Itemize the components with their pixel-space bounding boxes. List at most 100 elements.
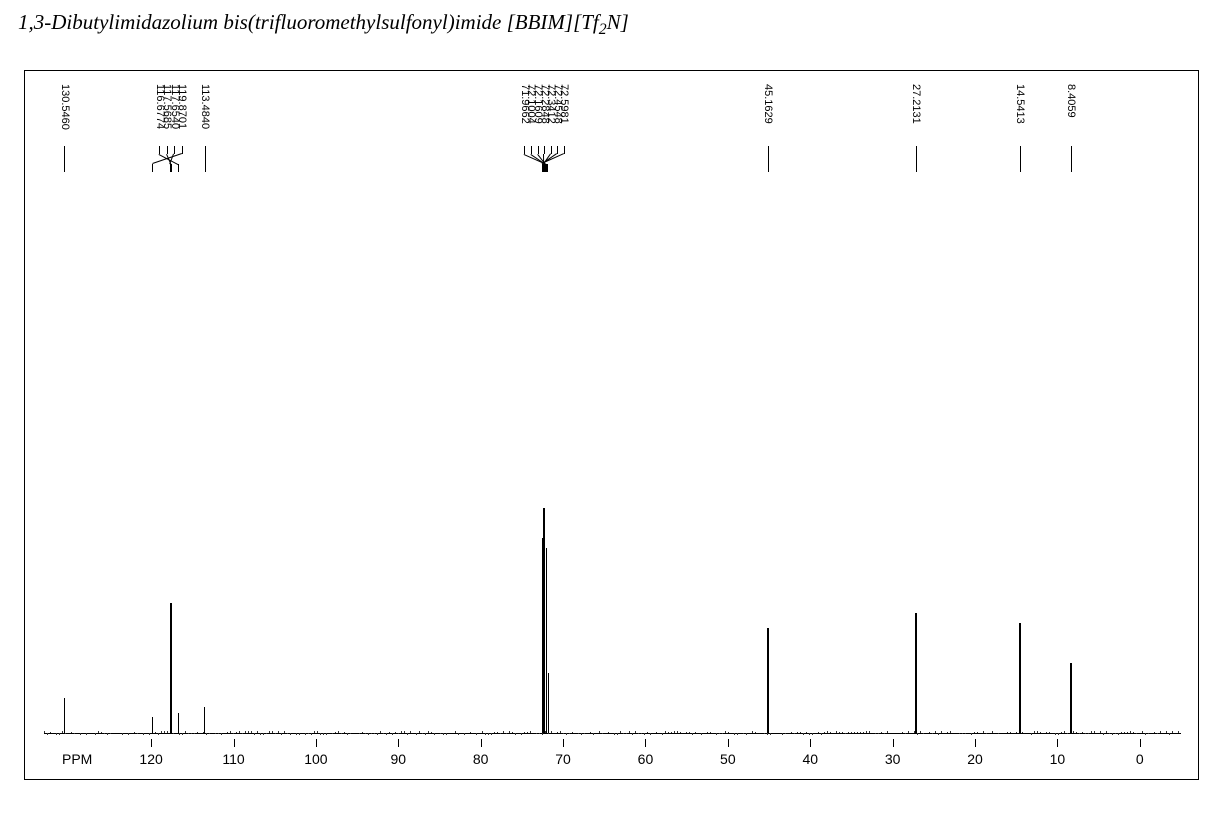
noise-segment: [569, 733, 570, 734]
noise-segment: [665, 731, 666, 733]
noise-segment: [287, 733, 288, 734]
x-axis-tick: [316, 739, 317, 747]
x-axis-tick-label: 10: [1050, 751, 1066, 767]
noise-segment: [1148, 733, 1149, 734]
noise-segment: [1145, 733, 1146, 735]
noise-segment: [878, 733, 879, 734]
noise-segment: [644, 733, 645, 735]
nmr-peak: [548, 673, 549, 733]
noise-segment: [812, 733, 813, 735]
x-axis-tick-label: 20: [967, 751, 983, 767]
noise-segment: [803, 733, 804, 735]
noise-segment: [407, 733, 408, 735]
noise-segment: [1067, 733, 1068, 734]
noise-segment: [335, 732, 336, 733]
noise-segment: [185, 731, 186, 733]
noise-segment: [47, 733, 48, 735]
peak-indicator: [543, 164, 544, 172]
noise-segment: [71, 732, 72, 733]
noise-segment: [149, 733, 150, 735]
noise-segment: [884, 733, 885, 734]
x-axis-tick: [398, 739, 399, 747]
noise-segment: [935, 731, 936, 733]
x-axis-tick: [645, 739, 646, 747]
peak-indicator: [531, 146, 532, 154]
noise-segment: [206, 733, 207, 735]
noise-segment: [1121, 732, 1122, 733]
x-axis-tick: [728, 739, 729, 747]
noise-segment: [746, 733, 747, 735]
noise-segment: [1022, 732, 1023, 733]
noise-segment: [671, 732, 672, 733]
noise-segment: [485, 733, 486, 735]
peak-indicator: [542, 164, 543, 172]
noise-segment: [950, 731, 951, 733]
noise-segment: [755, 732, 756, 733]
noise-segment: [266, 733, 267, 734]
noise-segment: [257, 731, 258, 733]
noise-segment: [1124, 732, 1125, 733]
peak-label: 113.4840: [199, 84, 211, 129]
noise-segment: [1058, 733, 1059, 735]
noise-segment: [974, 732, 975, 733]
noise-segment: [221, 733, 222, 735]
noise-segment: [509, 731, 510, 733]
noise-segment: [536, 733, 537, 734]
noise-segment: [278, 731, 279, 733]
noise-segment: [728, 732, 729, 733]
noise-segment: [230, 731, 231, 733]
noise-segment: [179, 733, 180, 735]
noise-segment: [1031, 733, 1032, 735]
noise-segment: [869, 731, 870, 733]
noise-segment: [143, 733, 144, 735]
noise-segment: [1103, 733, 1104, 735]
noise-segment: [908, 731, 909, 733]
noise-segment: [662, 733, 663, 735]
noise-segment: [584, 733, 585, 734]
noise-segment: [446, 733, 447, 735]
nmr-peak: [204, 707, 205, 733]
noise-segment: [332, 733, 333, 734]
x-axis-tick: [563, 739, 564, 747]
noise-segment: [65, 733, 66, 734]
noise-segment: [734, 733, 735, 735]
noise-segment: [209, 733, 210, 734]
noise-segment: [56, 733, 57, 735]
noise-segment: [269, 731, 270, 733]
noise-segment: [647, 732, 648, 733]
noise-segment: [1112, 733, 1113, 735]
noise-segment: [107, 733, 108, 735]
noise-segment: [770, 733, 771, 735]
noise-segment: [578, 733, 579, 734]
noise-segment: [710, 732, 711, 733]
noise-segment: [134, 732, 135, 733]
peak-indicator: [1020, 146, 1021, 172]
noise-segment: [929, 732, 930, 733]
noise-segment: [1160, 731, 1161, 733]
x-axis-tick-label: 60: [638, 751, 654, 767]
noise-segment: [1100, 731, 1101, 733]
peak-indicator: [152, 164, 153, 172]
noise-segment: [1118, 733, 1119, 735]
noise-segment: [425, 733, 426, 735]
noise-segment: [158, 733, 159, 735]
x-axis-tick: [810, 739, 811, 747]
peak-indicator: [205, 146, 206, 172]
noise-segment: [350, 733, 351, 734]
noise-segment: [482, 731, 483, 733]
noise-segment: [1094, 731, 1095, 733]
noise-segment: [191, 733, 192, 734]
noise-segment: [242, 733, 243, 734]
noise-segment: [218, 733, 219, 734]
noise-segment: [701, 733, 702, 735]
noise-segment: [1157, 733, 1158, 734]
noise-segment: [941, 731, 942, 733]
noise-segment: [794, 733, 795, 734]
noise-segment: [80, 733, 81, 735]
noise-segment: [1172, 731, 1173, 733]
nmr-peak: [64, 698, 65, 733]
noise-segment: [1073, 731, 1074, 733]
noise-segment: [167, 731, 168, 733]
noise-segment: [860, 732, 861, 733]
noise-segment: [725, 731, 726, 733]
